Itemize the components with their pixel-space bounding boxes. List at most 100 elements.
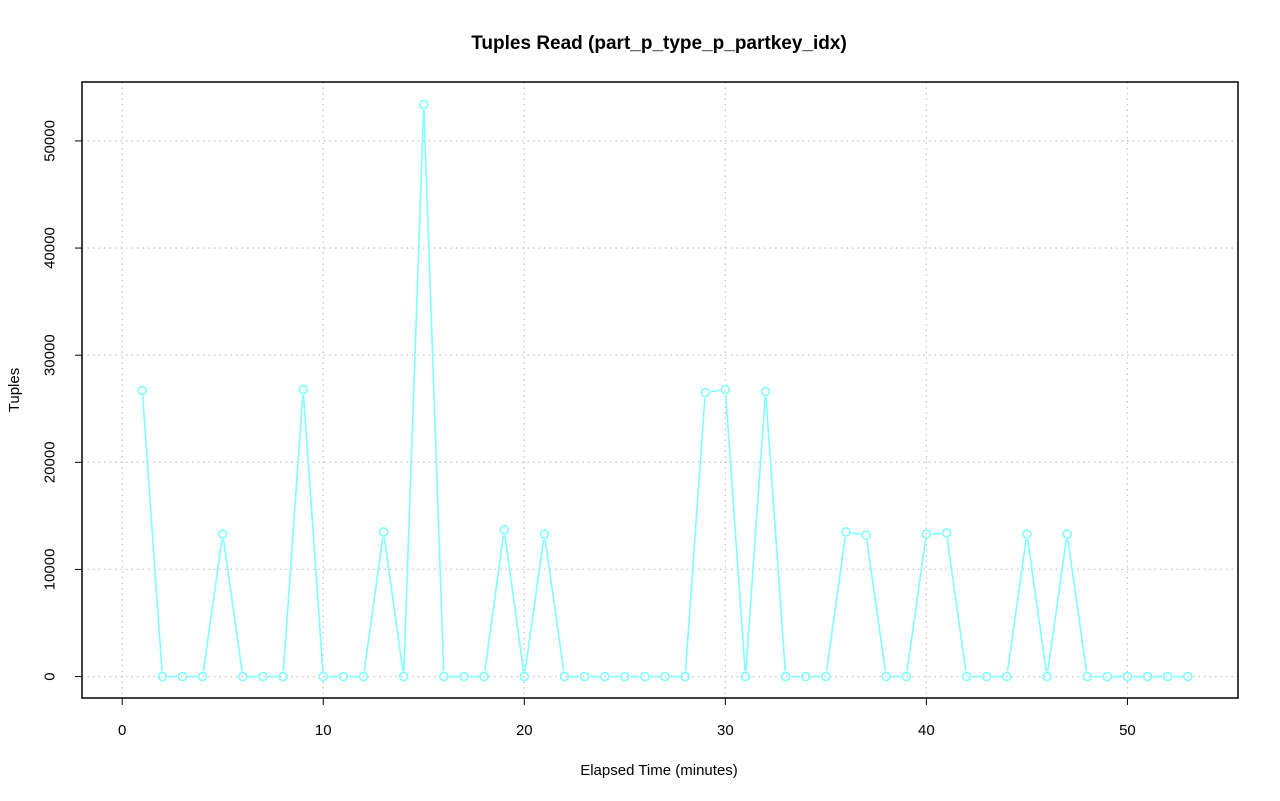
data-point [439,671,449,682]
grid [82,82,1238,698]
data-point [459,671,469,682]
data-point [740,671,751,682]
data-point [1102,671,1113,682]
series-segment [825,537,847,672]
x-tick-label: 50 [1119,722,1136,739]
data-point [720,384,731,395]
data-point [318,671,329,682]
series-segment [423,109,445,672]
data-point [338,671,349,682]
data-point [499,525,509,535]
x-tick-label: 20 [516,722,533,739]
y-tick-label: 10000 [42,549,59,591]
data-point [1122,671,1133,682]
series-segment [141,395,163,672]
y-tick-label: 50000 [42,120,59,162]
chart-title: Tuples Read (part_p_type_p_partkey_idx) [471,33,847,54]
series-segment [851,532,861,536]
series-segment [504,535,525,672]
data-point [780,671,791,682]
data-point [760,386,771,397]
data-point [1162,671,1173,682]
data-point [620,671,630,682]
series-segment [363,537,384,672]
data-point [599,671,610,682]
series-segment [946,538,967,672]
data-point [157,671,168,682]
data-point [861,530,871,540]
data-point [961,671,972,682]
data-point [378,527,389,537]
data-point [1182,671,1193,682]
series-segment [202,539,223,672]
plot-frame [81,81,1239,699]
y-tick-label: 40000 [42,227,59,269]
series-segment [524,539,545,672]
y-tick-label: 0 [42,672,59,680]
series-segment [1006,539,1027,672]
data-point [539,529,550,539]
series-group [137,99,1193,682]
series-segment [403,109,425,672]
x-tick-label: 0 [118,722,126,739]
data-point [921,529,932,539]
y-tick-label: 20000 [42,441,59,483]
series-segment [1026,539,1048,672]
data-point [821,671,831,682]
series-segment [1046,539,1068,672]
series-segment [710,389,721,393]
data-point [137,385,148,396]
data-point [660,671,670,682]
x-axis-label: Elapsed Time (minutes) [580,762,738,779]
data-point [177,671,188,682]
data-point [700,387,711,398]
data-point [1001,671,1012,682]
series-segment [906,539,927,672]
series-segment [866,540,887,672]
y-tick-label: 30000 [42,334,59,376]
x-tick-label: 30 [717,722,734,739]
series-segment [765,397,787,672]
data-point [941,528,952,538]
data-point [1022,529,1032,539]
data-point [519,671,530,682]
y-axis-label: Tuples [6,368,23,412]
series-segment [222,539,243,672]
series-segment [684,398,706,672]
series-segment [302,394,324,672]
data-point [901,671,912,682]
series-segment [745,397,766,672]
data-point [479,671,489,682]
data-point [981,671,992,682]
data-point [1042,671,1052,682]
x-axis: 0 10 20 30 40 50 [118,697,1136,739]
data-point [278,671,288,682]
series-segment [724,394,746,672]
data-point [358,671,369,682]
series-segment [1067,539,1088,672]
data-point [680,671,690,682]
data-point [841,527,851,537]
data-point [258,671,268,682]
data-point [217,529,228,539]
data-point [1062,529,1072,539]
data-point [298,384,308,395]
data-point [1082,671,1093,682]
data-point [1142,671,1153,682]
data-point [579,671,590,682]
data-point [418,99,429,110]
data-point [398,671,409,682]
data-point [800,671,811,682]
series-segment [282,394,304,672]
data-point [238,671,248,682]
y-axis: 0 10000 20000 30000 40000 50000 [42,120,83,681]
data-point [881,671,891,682]
data-point [559,671,570,682]
data-point [197,671,208,682]
series-segment [544,539,565,672]
series-segment [383,537,404,672]
series-segment [484,535,505,672]
x-tick-label: 10 [315,722,332,739]
x-tick-label: 40 [918,722,935,739]
